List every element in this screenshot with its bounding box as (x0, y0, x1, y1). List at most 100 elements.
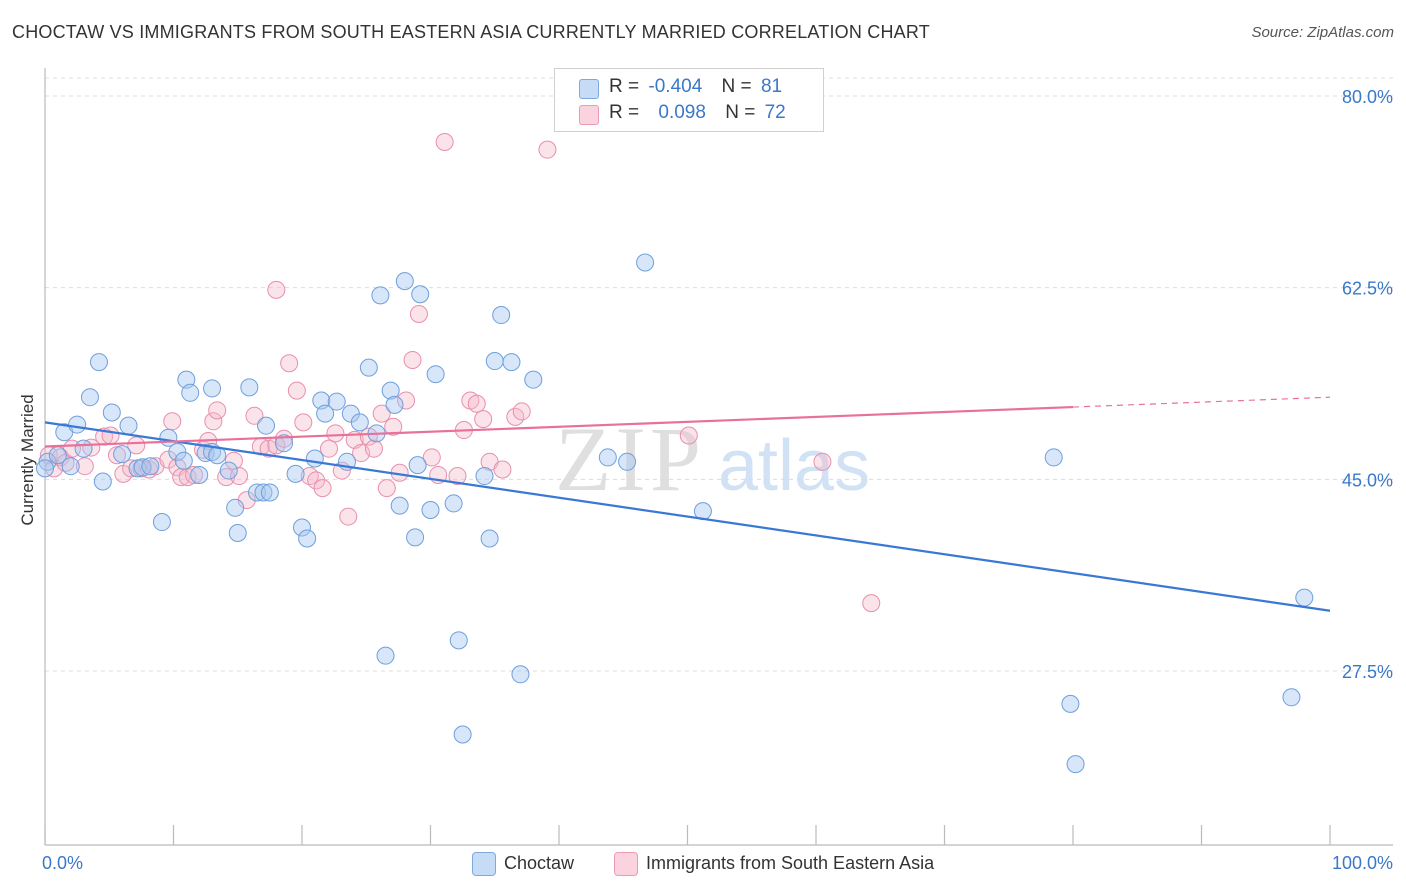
r-value-choctaw: -0.404 (648, 76, 703, 97)
gridlines (45, 77, 1393, 672)
point-choctaw (133, 458, 152, 477)
point-sea (364, 439, 383, 458)
point-sea (679, 426, 698, 445)
point-choctaw (219, 461, 238, 480)
point-choctaw (327, 392, 346, 411)
point-choctaw (1295, 588, 1314, 607)
point-choctaw (316, 404, 335, 423)
y-tick-label: 27.5% (1342, 662, 1393, 682)
series-choctaw-points (36, 253, 1314, 774)
point-choctaw (286, 464, 305, 483)
correlation-legend: R = -0.404 N = 81 R = 0.098 N = 72 (554, 68, 824, 132)
legend-swatch-sea-bottom (614, 852, 638, 876)
point-sea (287, 381, 306, 400)
point-choctaw (119, 416, 138, 435)
point-choctaw (598, 448, 617, 467)
point-sea (185, 465, 204, 484)
y-tick-label: 62.5% (1342, 279, 1393, 299)
axes (44, 68, 1393, 846)
r-label: R = (609, 102, 640, 123)
point-sea (245, 406, 264, 425)
point-choctaw (305, 449, 324, 468)
point-sea (132, 459, 151, 478)
point-choctaw (113, 445, 132, 464)
n-label: N = (725, 102, 756, 123)
point-sea (307, 471, 326, 490)
point-choctaw (502, 353, 521, 372)
point-sea (313, 479, 332, 498)
x-tick-label: 100.0% (1332, 853, 1393, 873)
point-sea (339, 507, 358, 526)
point-choctaw (371, 286, 390, 305)
point-choctaw (426, 365, 445, 384)
point-choctaw (203, 379, 222, 398)
y-tick-label: 45.0% (1342, 470, 1393, 490)
legend-swatch-choctaw (579, 79, 599, 99)
point-choctaw (381, 381, 400, 400)
point-choctaw (293, 518, 311, 537)
point-choctaw (636, 253, 655, 272)
r-value-sea: 0.098 (658, 102, 706, 123)
watermark-atlas: atlas (718, 426, 870, 506)
point-choctaw (228, 524, 247, 542)
point-choctaw (89, 353, 108, 372)
point-choctaw (406, 528, 425, 547)
point-sea (538, 140, 557, 159)
point-choctaw (395, 272, 414, 291)
point-choctaw (190, 465, 209, 484)
point-choctaw (485, 352, 504, 371)
point-choctaw (444, 494, 463, 513)
point-choctaw (524, 370, 543, 389)
point-choctaw (152, 513, 171, 532)
trend-line-sea (44, 405, 1074, 448)
point-choctaw (298, 529, 317, 548)
point-choctaw (260, 483, 279, 502)
point-choctaw (61, 457, 80, 476)
r-label: R = (609, 76, 640, 97)
point-sea (230, 467, 249, 486)
point-sea (319, 439, 338, 458)
point-choctaw (1282, 688, 1301, 707)
point-sea (204, 412, 223, 431)
point-choctaw (240, 378, 259, 397)
point-choctaw (181, 383, 200, 402)
point-choctaw (421, 501, 440, 519)
point-choctaw (376, 646, 395, 665)
trend-line-choctaw (44, 421, 1331, 612)
point-sea (467, 394, 486, 413)
point-sea (384, 417, 403, 436)
point-choctaw (1061, 694, 1080, 713)
point-sea (127, 436, 146, 455)
point-sea (377, 479, 396, 498)
point-choctaw (480, 529, 499, 548)
point-sea (280, 354, 299, 373)
point-sea (409, 304, 428, 323)
point-choctaw (80, 388, 99, 407)
y-tick-label: 80.0% (1342, 87, 1393, 107)
point-choctaw (226, 498, 245, 517)
y-axis-label: Currently Married (18, 394, 37, 526)
legend-swatch-choctaw-bottom (472, 852, 496, 876)
legend-swatch-sea (579, 105, 599, 125)
tick-labels: 27.5% 45.0% 62.5% 80.0% 0.0% 100.0% (42, 87, 1393, 873)
point-sea (122, 459, 141, 478)
point-sea (75, 457, 94, 476)
point-sea (101, 426, 120, 445)
point-choctaw (248, 483, 267, 502)
point-choctaw (68, 415, 87, 434)
point-choctaw (359, 358, 378, 377)
point-choctaw (141, 457, 160, 476)
point-sea (267, 280, 286, 299)
point-sea (448, 467, 467, 486)
x-tick-label: 0.0% (42, 853, 83, 873)
point-sea (813, 452, 832, 471)
n-label: N = (721, 76, 752, 97)
point-choctaw (93, 472, 112, 491)
trend-lines (44, 396, 1331, 612)
point-choctaw (1044, 448, 1063, 467)
point-choctaw (492, 306, 511, 325)
point-sea (422, 448, 441, 467)
point-choctaw (102, 403, 121, 422)
point-sea (294, 413, 313, 432)
